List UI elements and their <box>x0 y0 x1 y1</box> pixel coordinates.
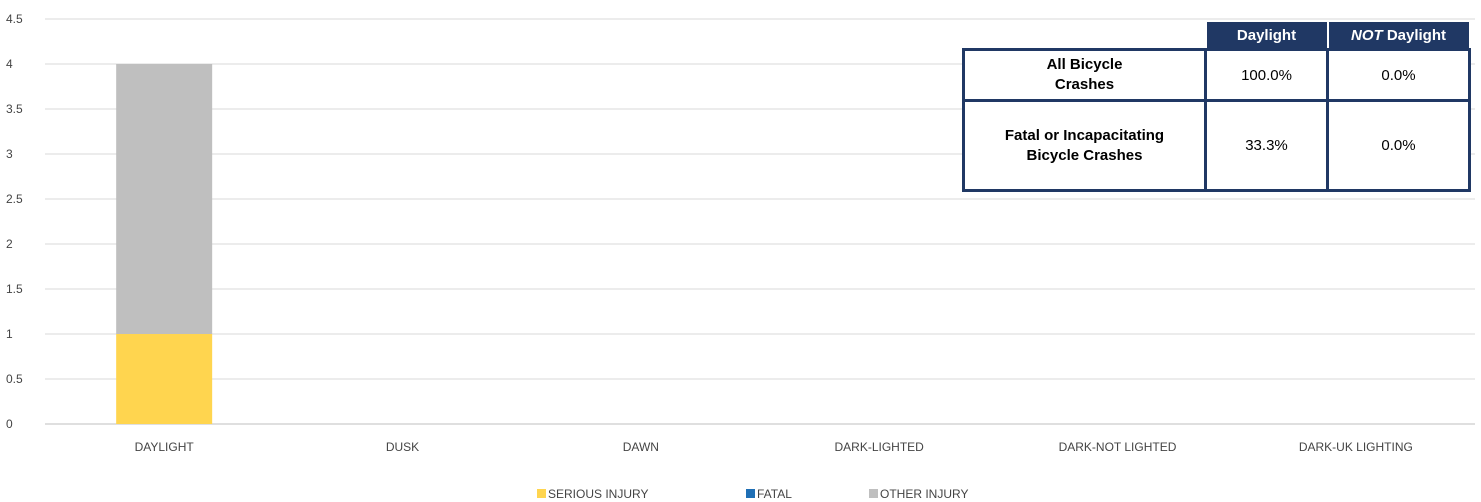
x-tick-label: DARK-UK LIGHTING <box>1299 440 1413 454</box>
x-tick-label: DAWN <box>623 440 659 454</box>
x-tick-label: DARK-LIGHTED <box>834 440 924 454</box>
y-tick-label: 1 <box>6 327 13 341</box>
y-tick-label: 3 <box>6 147 13 161</box>
y-axis-ticks: 0 0.5 1 1.5 2 2.5 3 3.5 4 4.5 <box>6 12 23 431</box>
y-tick-label: 4 <box>6 57 13 71</box>
summary-table: Daylight NOT Daylight All Bicycle Crashe… <box>962 20 1471 192</box>
all-crashes-not-daylight-value: 0.0% <box>1326 48 1471 102</box>
fatal-crashes-daylight-value: 33.3% <box>1204 99 1329 192</box>
x-tick-label: DARK-NOT LIGHTED <box>1059 440 1177 454</box>
x-tick-label: DUSK <box>386 440 419 454</box>
legend-label: OTHER INJURY <box>880 487 968 501</box>
y-tick-label: 0.5 <box>6 372 23 386</box>
y-tick-label: 3.5 <box>6 102 23 116</box>
summary-header-row: Daylight NOT Daylight <box>963 20 1471 51</box>
bar-serious-injury <box>116 334 213 424</box>
row-label-fatal-crashes: Fatal or Incapacitating Bicycle Crashes <box>962 99 1207 192</box>
daylight-header: Daylight <box>1204 20 1329 51</box>
row-label-line2: Crashes <box>1054 76 1115 93</box>
fatal-crashes-not-daylight-value: 0.0% <box>1326 99 1471 192</box>
row-label-line2: Bicycle Crashes <box>1026 146 1143 164</box>
gridlines <box>45 18 1475 425</box>
legend-swatch <box>869 489 878 498</box>
not-word: NOT <box>1350 26 1383 44</box>
bars <box>116 64 213 424</box>
not-daylight-rest: Daylight <box>1382 26 1446 44</box>
x-axis-ticks: DAYLIGHT DUSK DAWN DARK-LIGHTED DARK-NOT LIG… <box>135 440 1413 454</box>
all-crashes-daylight-value: 100.0% <box>1204 48 1329 102</box>
y-tick-label: 4.5 <box>6 12 23 26</box>
blank-header-cell <box>963 21 1206 50</box>
not-daylight-header: NOT Daylight <box>1326 20 1471 51</box>
x-tick-label: DAYLIGHT <box>135 440 195 454</box>
row-label-line1: All Bicycle <box>1046 56 1123 73</box>
legend-swatch <box>537 489 546 498</box>
y-tick-label: 2.5 <box>6 192 23 206</box>
row-label-all-crashes: All Bicycle Crashes <box>962 48 1207 102</box>
y-tick-label: 1.5 <box>6 282 23 296</box>
y-tick-label: 2 <box>6 237 13 251</box>
summary-row-all-crashes: All Bicycle Crashes 100.0% 0.0% <box>962 48 1471 102</box>
legend-label: SERIOUS INJURY <box>548 487 648 501</box>
bar-other-injury <box>116 64 213 334</box>
legend: SERIOUS INJURY FATAL OTHER INJURY <box>537 487 968 501</box>
legend-swatch <box>746 489 755 498</box>
legend-label: FATAL <box>757 487 792 501</box>
summary-row-fatal-crashes: Fatal or Incapacitating Bicycle Crashes … <box>962 99 1471 192</box>
y-tick-label: 0 <box>6 417 13 431</box>
row-label-line1: Fatal or Incapacitating <box>1004 126 1165 144</box>
